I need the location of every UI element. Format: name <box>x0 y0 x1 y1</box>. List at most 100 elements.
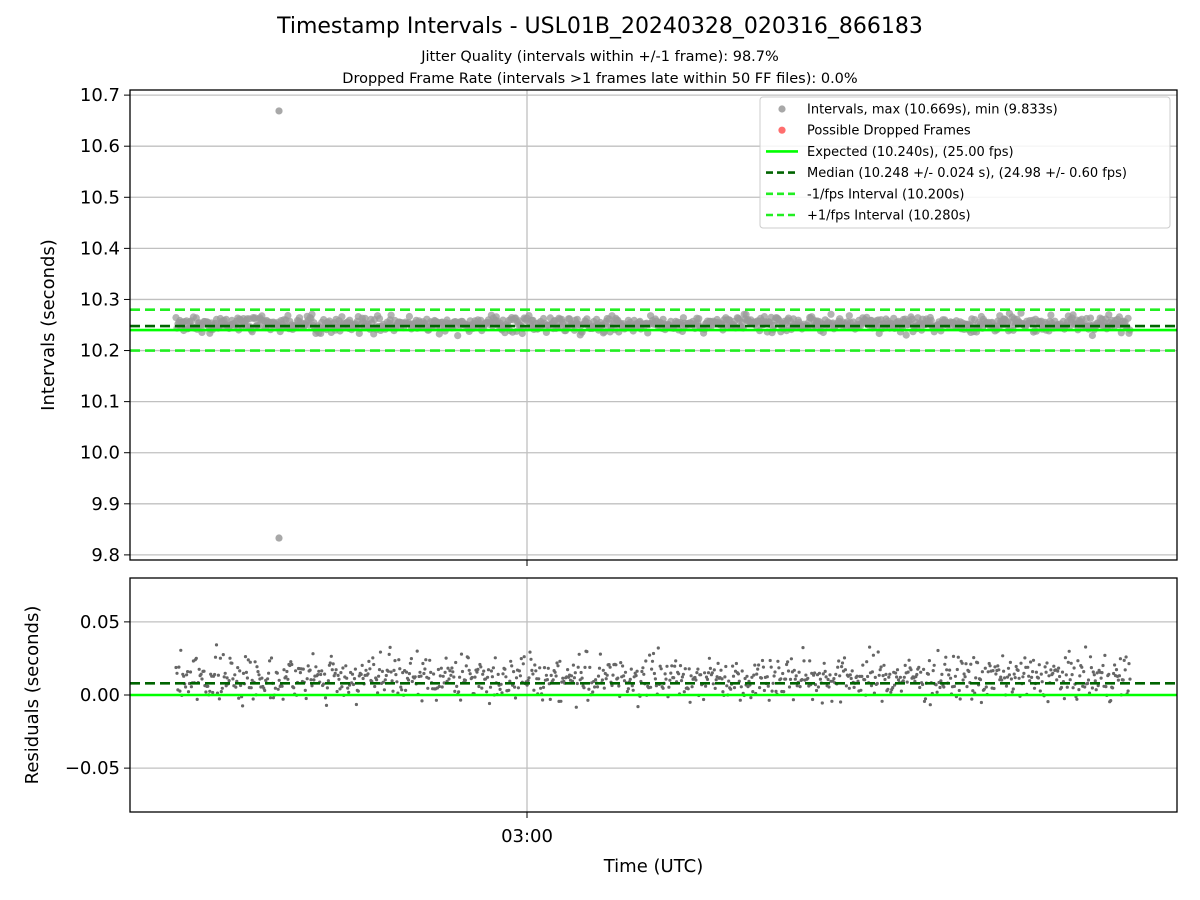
residual-point <box>595 685 600 689</box>
residual-point <box>878 668 882 672</box>
residual-point <box>1104 685 1108 689</box>
residual-point <box>939 679 943 683</box>
residual-point <box>695 671 699 675</box>
residual-point <box>832 677 836 681</box>
residual-point <box>967 669 971 674</box>
residual-point <box>266 677 270 681</box>
residual-point <box>894 671 898 675</box>
interval-max-point <box>275 107 283 115</box>
residual-point <box>473 675 477 679</box>
residual-point <box>714 678 718 682</box>
residual-point <box>594 678 598 682</box>
residual-point <box>394 673 398 677</box>
residual-point <box>290 662 294 667</box>
residual-point <box>949 676 953 680</box>
residual-point <box>263 688 267 693</box>
residual-point <box>1126 689 1130 693</box>
residual-point <box>478 662 482 667</box>
residual-point <box>580 676 584 680</box>
residual-point <box>391 689 395 693</box>
residual-point <box>757 663 761 667</box>
interval-point <box>1017 309 1025 317</box>
intervals-y-tick-label: 9.8 <box>91 545 120 566</box>
residual-point <box>319 672 323 677</box>
residual-point <box>840 661 845 665</box>
residual-point <box>486 668 491 672</box>
residual-point <box>1088 655 1093 659</box>
residual-point <box>716 661 720 666</box>
legend-marker <box>778 126 786 134</box>
y-axis-label-intervals: Intervals (seconds) <box>38 239 59 411</box>
residual-point <box>256 670 260 674</box>
residual-point <box>823 669 827 674</box>
residual-point <box>382 688 386 692</box>
residual-point <box>487 701 492 706</box>
residual-point <box>340 685 344 689</box>
residual-point <box>686 687 690 691</box>
intervals-y-tick-label: 10.4 <box>80 238 120 259</box>
residual-point <box>1059 685 1064 690</box>
residual-point <box>1016 668 1020 673</box>
residual-point <box>895 675 899 679</box>
residual-point <box>1034 670 1038 674</box>
residual-point <box>268 659 272 663</box>
residual-point <box>672 676 676 680</box>
residual-point <box>220 686 224 690</box>
legend-label: Intervals, max (10.669s), min (9.833s) <box>807 103 1058 118</box>
residual-point <box>1027 674 1031 678</box>
residual-point <box>986 670 990 674</box>
residual-point <box>1122 658 1126 663</box>
residual-point <box>285 669 289 674</box>
residual-point <box>308 668 312 672</box>
residual-point <box>988 664 992 668</box>
residual-point <box>496 672 500 677</box>
residual-point <box>961 678 965 682</box>
residual-point <box>828 673 832 677</box>
residual-point <box>631 688 635 692</box>
residual-point <box>802 659 806 663</box>
residual-point <box>558 659 562 663</box>
residual-point <box>367 659 371 664</box>
residual-point <box>230 661 234 665</box>
residual-point <box>415 649 419 653</box>
residual-point <box>905 680 909 684</box>
interval-point <box>405 312 413 321</box>
residual-point <box>185 673 189 677</box>
residual-point <box>324 703 329 708</box>
residual-point <box>498 687 502 692</box>
residual-point <box>280 684 284 688</box>
residual-point <box>208 689 212 693</box>
residual-point <box>601 668 605 672</box>
residual-point <box>918 685 922 690</box>
residual-point <box>784 677 788 681</box>
residual-point <box>1103 653 1107 658</box>
residual-point <box>1080 665 1084 669</box>
residual-point <box>723 675 727 679</box>
residual-point <box>413 675 417 679</box>
residual-point <box>948 668 952 672</box>
residual-point <box>282 668 286 672</box>
residual-point <box>814 688 819 693</box>
interval-point <box>927 316 935 325</box>
residual-point <box>772 674 776 678</box>
residual-point <box>334 668 338 672</box>
residual-point <box>255 665 259 669</box>
residual-point <box>1023 656 1027 660</box>
residual-point <box>406 678 411 682</box>
residual-point <box>1123 668 1127 672</box>
residual-point <box>756 667 760 671</box>
residual-point <box>621 664 625 668</box>
interval-point <box>454 332 462 340</box>
residual-point <box>664 677 668 681</box>
residual-point <box>236 666 240 670</box>
residual-point <box>423 667 427 671</box>
residual-point <box>1051 671 1055 675</box>
intervals-y-tick-label: 9.9 <box>91 494 120 515</box>
residual-point <box>826 677 830 682</box>
intervals-panel: 9.8 9.9 10.0 10.1 10.2 10.3 10.4 10.5 10.6 10.7 <box>80 85 1178 566</box>
residual-point <box>713 686 717 691</box>
residual-point <box>476 667 480 672</box>
residual-point <box>751 690 755 694</box>
residual-point <box>432 672 436 676</box>
